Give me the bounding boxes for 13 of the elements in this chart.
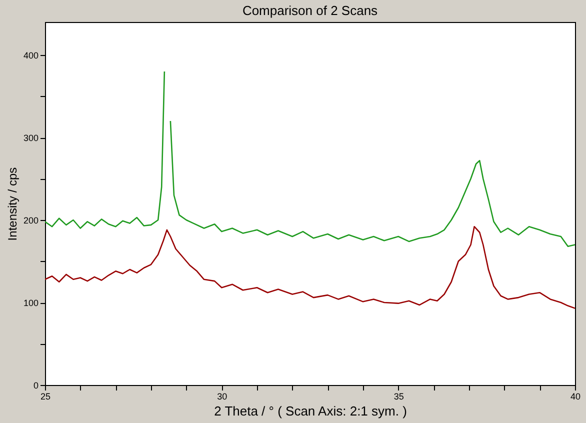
y-tick-label: 0 xyxy=(33,380,38,390)
y-tick-label: 100 xyxy=(23,298,38,308)
line-series xyxy=(45,226,575,309)
x-tick-label: 25 xyxy=(40,392,51,402)
y-axis-title: Intensity / cps xyxy=(5,167,20,241)
y-tick-label: 300 xyxy=(23,133,38,143)
y-tick-label: 400 xyxy=(23,50,38,60)
x-axis-title: 2 Theta / ° ( Scan Axis: 2:1 sym. ) xyxy=(214,404,407,418)
chart-title: Comparison of 2 Scans xyxy=(242,3,378,18)
x-tick-label: 40 xyxy=(570,392,581,402)
y-tick-label: 200 xyxy=(23,216,38,226)
x-tick-label: 35 xyxy=(394,392,404,402)
x-tick-label: 30 xyxy=(217,392,228,402)
